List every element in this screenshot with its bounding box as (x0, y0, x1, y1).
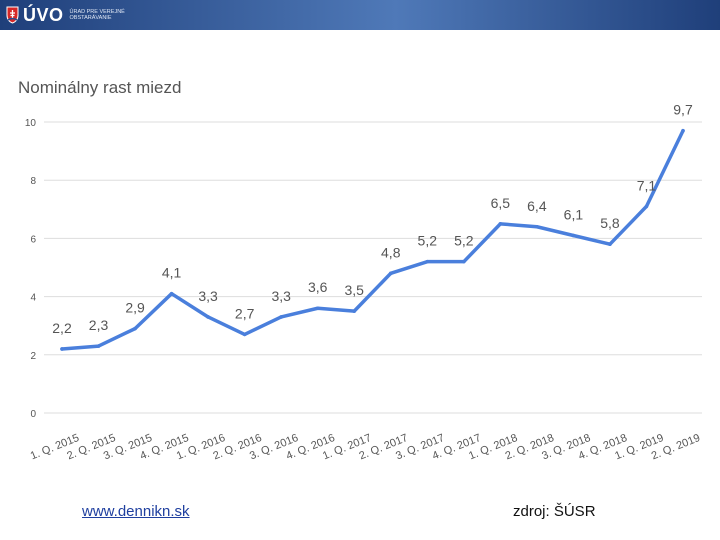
data-point (279, 315, 283, 319)
data-label: 2,2 (52, 320, 72, 336)
logo-subtitle-line1: ÚRAD PRE VEREJNÉ (69, 8, 125, 15)
data-label: 9,7 (673, 102, 693, 118)
data-point (681, 128, 685, 133)
data-point (425, 259, 430, 264)
data-label: 3,5 (345, 282, 365, 298)
header-bar: ÚVO ÚRAD PRE VEREJNÉ OBSTARÁVANIE (0, 0, 720, 30)
data-label: 6,5 (491, 195, 511, 211)
data-label: 3,3 (271, 288, 291, 304)
data-label: 3,6 (308, 279, 328, 295)
y-tick-label: 10 (25, 118, 37, 129)
logo-subtitle-line2: OBSTARÁVANIE (69, 15, 112, 21)
data-point (608, 242, 612, 247)
data-label: 4,8 (381, 244, 401, 260)
data-point (169, 291, 174, 296)
data-label: 6,4 (527, 198, 547, 214)
data-label: 7,1 (637, 177, 657, 193)
data-label: 3,3 (198, 288, 218, 304)
source-link[interactable]: www.dennikn.sk (82, 503, 190, 520)
data-label: 5,2 (418, 233, 438, 249)
data-label: 4,1 (162, 265, 182, 281)
data-point (498, 222, 503, 226)
data-label: 2,3 (89, 317, 109, 333)
y-tick-label: 0 (30, 409, 36, 420)
data-label: 2,9 (125, 300, 145, 316)
data-label: 6,1 (564, 206, 584, 222)
data-label: 5,8 (600, 215, 620, 231)
y-tick-label: 8 (30, 176, 36, 187)
data-point (60, 347, 64, 351)
data-label: 5,2 (454, 233, 474, 249)
uvo-logo: ÚVO ÚRAD PRE VEREJNÉ OBSTARÁVANIE (6, 4, 140, 26)
data-point (535, 224, 539, 229)
y-tick-label: 2 (30, 351, 36, 362)
data-point (315, 306, 320, 311)
data-point (644, 204, 649, 209)
y-tick-label: 4 (30, 293, 36, 304)
source-note: zdroj: ŠÚSR (513, 503, 596, 520)
data-point (462, 259, 466, 264)
chart-title: Nominálny rast miezd (18, 78, 182, 97)
y-tick-label: 6 (30, 234, 36, 245)
data-point (133, 326, 137, 331)
data-point (242, 332, 247, 337)
data-label: 2,7 (235, 305, 255, 321)
data-point (352, 309, 357, 313)
series-line (60, 128, 685, 351)
data-point (206, 315, 210, 319)
data-point (571, 233, 576, 238)
data-point (96, 344, 101, 348)
data-point (388, 271, 393, 276)
shield-icon (6, 6, 19, 24)
logo-text: ÚVO (23, 4, 64, 25)
logo-subtitle: ÚRAD PRE VEREJNÉ OBSTARÁVANIE (70, 9, 140, 22)
